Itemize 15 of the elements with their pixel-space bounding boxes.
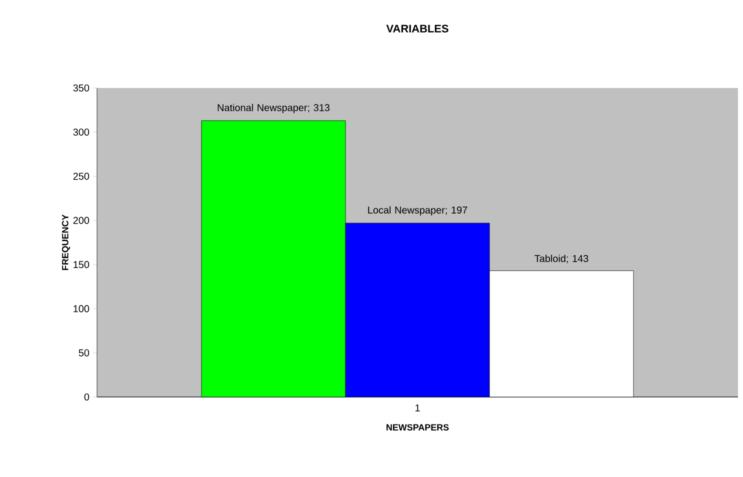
x-axis-title: NEWSPAPERS xyxy=(386,424,449,431)
x-tick-label: 1 xyxy=(416,404,420,412)
y-tick-label: 350 xyxy=(73,84,90,92)
y-tick-label: 250 xyxy=(73,172,90,180)
y-tick-label: 150 xyxy=(74,261,90,268)
y-tick-label: 300 xyxy=(73,128,90,136)
y-tick-label: 200 xyxy=(73,216,90,224)
data-label: National Newspaper; 313 xyxy=(218,104,330,114)
data-label: Local Newspaper; 197 xyxy=(368,206,468,216)
y-tick-label: 100 xyxy=(74,305,90,312)
data-label: Tabloid; 143 xyxy=(534,254,588,264)
y-tick-label: 0 xyxy=(84,393,90,401)
y-tick-label: 50 xyxy=(78,349,90,356)
chart-title: VARIABLES xyxy=(386,24,448,32)
y-axis-title: FREQUENCY xyxy=(62,214,70,270)
